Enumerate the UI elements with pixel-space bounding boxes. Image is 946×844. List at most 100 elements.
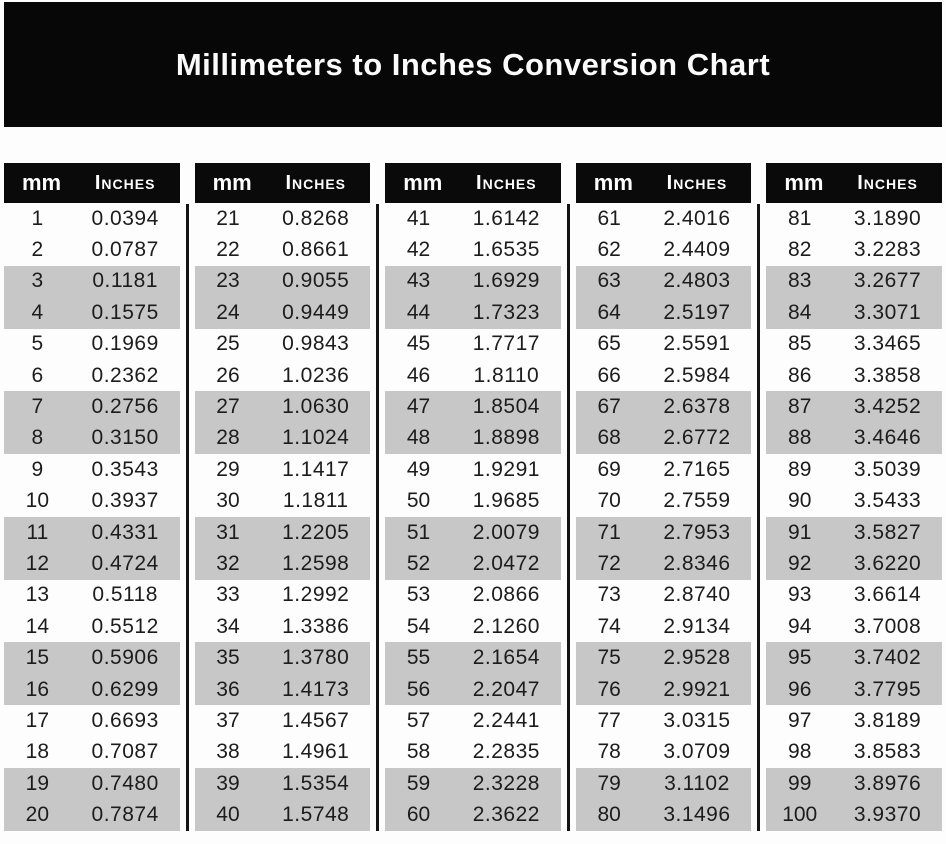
table-row: 30 1.1811 bbox=[195, 486, 371, 517]
mm-cell: 62 bbox=[597, 238, 621, 262]
table-row: 73 2.8740 bbox=[576, 580, 752, 611]
table-row: 39 1.5354 bbox=[194, 768, 371, 800]
inches-cell: 3.7402 bbox=[853, 646, 922, 670]
table-row: 37 1.4567 bbox=[195, 705, 371, 736]
inches-cell: 3.7008 bbox=[853, 614, 922, 638]
table-row: 67 2.6378 bbox=[575, 391, 752, 423]
table-row: 27 1.0630 bbox=[194, 391, 371, 423]
table-row: 69 2.7165 bbox=[576, 454, 752, 485]
inches-cell: 2.3622 bbox=[472, 803, 540, 827]
mm-cell: 20 bbox=[25, 803, 50, 827]
inches-cell: 0.7087 bbox=[91, 740, 159, 764]
inches-cell: 3.1890 bbox=[853, 206, 922, 230]
mm-cell: 70 bbox=[597, 489, 621, 513]
mm-cell: 1 bbox=[31, 206, 44, 230]
table-row: 6 0.2362 bbox=[4, 360, 180, 391]
table-row: 92 3.6220 bbox=[766, 548, 942, 580]
table-row: 52 2.0472 bbox=[385, 548, 561, 580]
table-row: 34 1.3386 bbox=[195, 611, 371, 642]
mm-cell: 84 bbox=[788, 300, 812, 324]
table-row: 20 0.7874 bbox=[4, 799, 180, 831]
inches-cell: 2.2835 bbox=[472, 740, 540, 764]
mm-cell: 17 bbox=[25, 708, 50, 732]
inches-cell: 0.1969 bbox=[91, 332, 159, 356]
inches-cell: 3.6220 bbox=[853, 551, 922, 575]
table-row: 17 0.6693 bbox=[4, 705, 180, 736]
inches-cell: 3.7795 bbox=[853, 677, 922, 701]
inches-cell: 1.4961 bbox=[282, 740, 350, 764]
table-row: 42 1.6535 bbox=[385, 234, 561, 265]
inches-cell: 0.5118 bbox=[92, 583, 158, 607]
table-row: 97 3.8189 bbox=[766, 705, 942, 736]
mm-cell: 85 bbox=[788, 332, 812, 356]
inches-cell: 3.3465 bbox=[853, 332, 922, 356]
mm-cell: 67 bbox=[597, 395, 621, 419]
inches-cell: 2.9528 bbox=[663, 646, 731, 670]
mm-cell: 66 bbox=[597, 363, 621, 387]
mm-cell: 91 bbox=[788, 520, 812, 544]
table-row: 71 2.7953 bbox=[575, 516, 752, 549]
mm-cell: 32 bbox=[216, 551, 240, 575]
inches-cell: 2.0472 bbox=[472, 551, 540, 575]
mm-cell: 4 bbox=[31, 300, 44, 324]
table-row: 72 2.8346 bbox=[575, 548, 752, 580]
mm-cell: 78 bbox=[597, 740, 621, 764]
inches-cell: 0.1575 bbox=[91, 300, 159, 324]
table-header: mm Inches bbox=[4, 163, 180, 203]
mm-cell: 51 bbox=[406, 520, 431, 544]
table-body: 81 3.1890 82 3.2283 83 3.2677 84 3.3071 85 3.3465… bbox=[766, 203, 942, 831]
table-row: 54 2.1260 bbox=[385, 611, 561, 642]
inches-cell: 0.6299 bbox=[91, 677, 159, 701]
inches-cell: 0.3150 bbox=[91, 426, 159, 450]
table-row: 60 2.3622 bbox=[385, 799, 561, 831]
mm-cell: 22 bbox=[216, 238, 240, 262]
mm-cell: 90 bbox=[788, 489, 812, 513]
inches-cell: 1.9291 bbox=[472, 457, 540, 481]
column-divider bbox=[185, 204, 189, 831]
inches-cell: 3.8583 bbox=[853, 740, 922, 764]
mm-cell: 7 bbox=[31, 395, 44, 419]
mm-cell: 75 bbox=[597, 646, 621, 670]
mm-cell: 87 bbox=[788, 395, 812, 419]
mm-cell: 24 bbox=[216, 300, 240, 324]
mm-cell: 74 bbox=[597, 614, 621, 638]
inches-cell: 0.0787 bbox=[91, 238, 159, 262]
mm-cell: 42 bbox=[406, 238, 431, 262]
mm-cell: 94 bbox=[788, 614, 812, 638]
mm-cell: 80 bbox=[597, 803, 621, 827]
inches-cell: 0.9055 bbox=[282, 269, 350, 293]
inches-cell: 1.8110 bbox=[473, 363, 540, 387]
table-header: mm Inches bbox=[194, 163, 371, 203]
mm-cell: 63 bbox=[597, 269, 621, 293]
table-row: 46 1.8110 bbox=[385, 360, 561, 391]
table-row: 7 0.2756 bbox=[4, 391, 180, 423]
mm-cell: 53 bbox=[406, 583, 431, 607]
table-header: mm Inches bbox=[766, 163, 942, 203]
table-body: 1 0.0394 2 0.0787 3 0.1181 4 0.1575 5 0.1969 6 0.23… bbox=[4, 203, 180, 831]
table-row: 99 3.8976 bbox=[766, 768, 942, 800]
table-row: 38 1.4961 bbox=[195, 737, 371, 768]
mm-cell: 19 bbox=[25, 771, 50, 795]
mm-cell: 68 bbox=[597, 426, 621, 450]
inches-cell: 2.2441 bbox=[472, 708, 540, 732]
mm-cell: 72 bbox=[597, 551, 621, 575]
inches-cell: 3.4646 bbox=[853, 426, 922, 450]
table-row: 89 3.5039 bbox=[766, 454, 942, 485]
table-row: 77 3.0315 bbox=[576, 705, 752, 736]
table-row: 100 3.9370 bbox=[766, 799, 942, 831]
mm-cell: 86 bbox=[788, 363, 812, 387]
table-row: 31 1.2205 bbox=[194, 516, 371, 549]
table-row: 98 3.8583 bbox=[766, 737, 942, 768]
table-row: 12 0.4724 bbox=[4, 548, 180, 580]
mm-cell: 44 bbox=[406, 300, 431, 324]
table-row: 66 2.5984 bbox=[576, 360, 752, 391]
inches-cell: 3.0709 bbox=[663, 740, 731, 764]
inches-cell: 3.5039 bbox=[853, 457, 922, 481]
inches-cell: 2.0866 bbox=[472, 583, 540, 607]
inches-cell: 3.1102 bbox=[664, 771, 730, 795]
inches-cell: 1.8898 bbox=[472, 426, 540, 450]
inches-cell: 2.6378 bbox=[663, 395, 731, 419]
table-row: 58 2.2835 bbox=[385, 737, 561, 768]
mm-cell: 83 bbox=[788, 269, 812, 293]
table-row: 32 1.2598 bbox=[194, 548, 371, 580]
